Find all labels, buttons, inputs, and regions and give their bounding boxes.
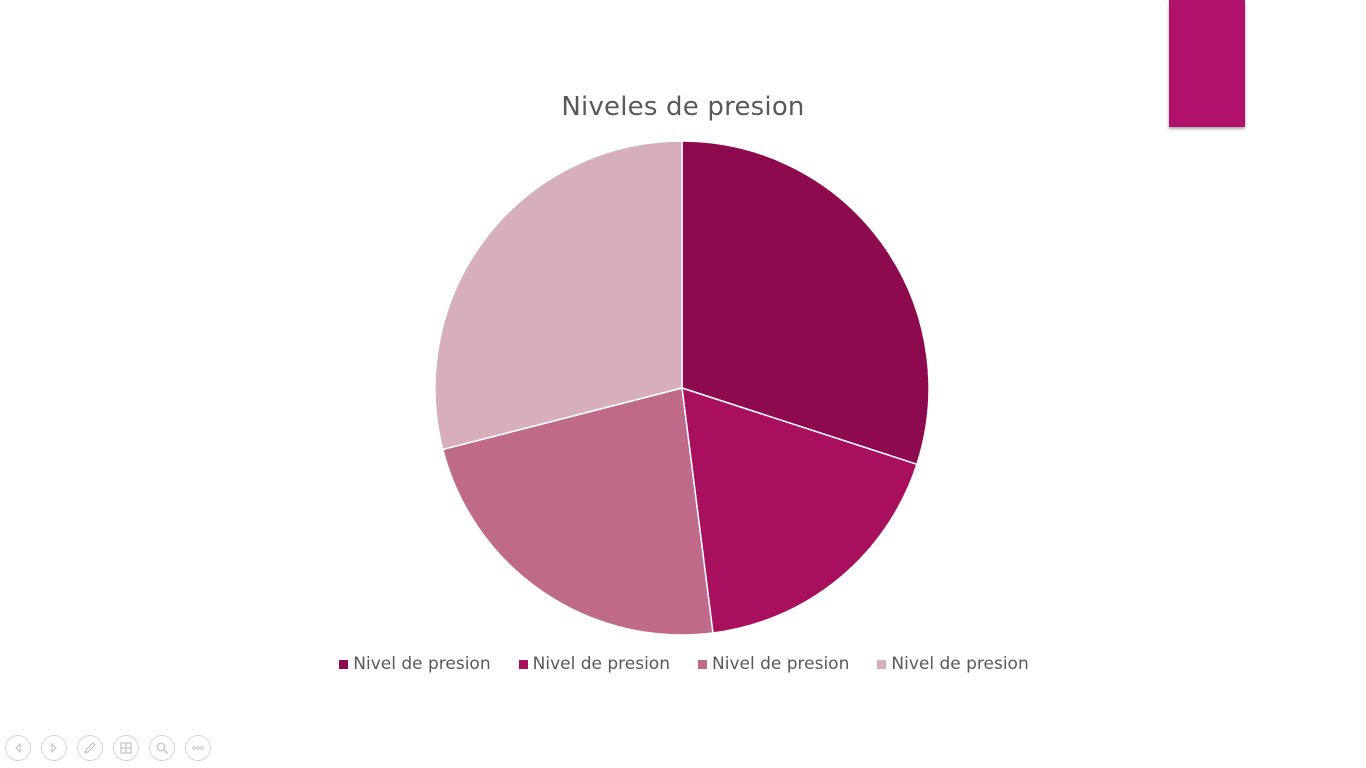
legend-swatch-3: [698, 659, 707, 669]
chevron-right-icon: [48, 742, 60, 754]
legend-swatch-2: [518, 659, 528, 669]
chart-title: Niveles de presion: [561, 92, 805, 122]
pen-tool-button[interactable]: [77, 735, 103, 761]
previous-slide-button[interactable]: [5, 735, 31, 761]
chart-legend: Nivel de presion Nivel de presion Nivel de…: [0, 654, 1366, 674]
legend-item-2: Nivel de presion: [518, 654, 670, 674]
slideshow-controls: [5, 735, 211, 761]
pie-slice-1: [681, 140, 930, 466]
ellipsis-icon: [191, 741, 205, 755]
more-options-button[interactable]: [185, 735, 211, 761]
next-slide-button[interactable]: [41, 735, 67, 761]
legend-item-1: Nivel de presion: [339, 654, 491, 674]
pie-slice-4: [434, 140, 683, 451]
legend-item-3: Nivel de presion: [698, 654, 849, 674]
pie-slice-3: [441, 387, 714, 636]
legend-label-4: Nivel de presion: [891, 654, 1029, 674]
pie-slices: [434, 140, 930, 636]
accent-tab: [1169, 0, 1245, 127]
legend-label-3: Nivel de presion: [712, 654, 850, 674]
see-all-slides-button[interactable]: [113, 735, 139, 761]
chevron-left-icon: [12, 742, 24, 754]
pie-slice-2: [681, 386, 918, 634]
zoom-button[interactable]: [149, 735, 175, 761]
legend-label-2: Nivel de presion: [532, 654, 670, 674]
legend-item-4: Nivel de presion: [877, 654, 1029, 674]
magnifier-icon: [155, 741, 169, 755]
legend-label-1: Nivel de presion: [353, 654, 491, 674]
legend-swatch-1: [339, 659, 349, 669]
pen-icon: [83, 741, 97, 755]
grid-icon: [119, 741, 133, 755]
legend-swatch-4: [877, 659, 887, 669]
